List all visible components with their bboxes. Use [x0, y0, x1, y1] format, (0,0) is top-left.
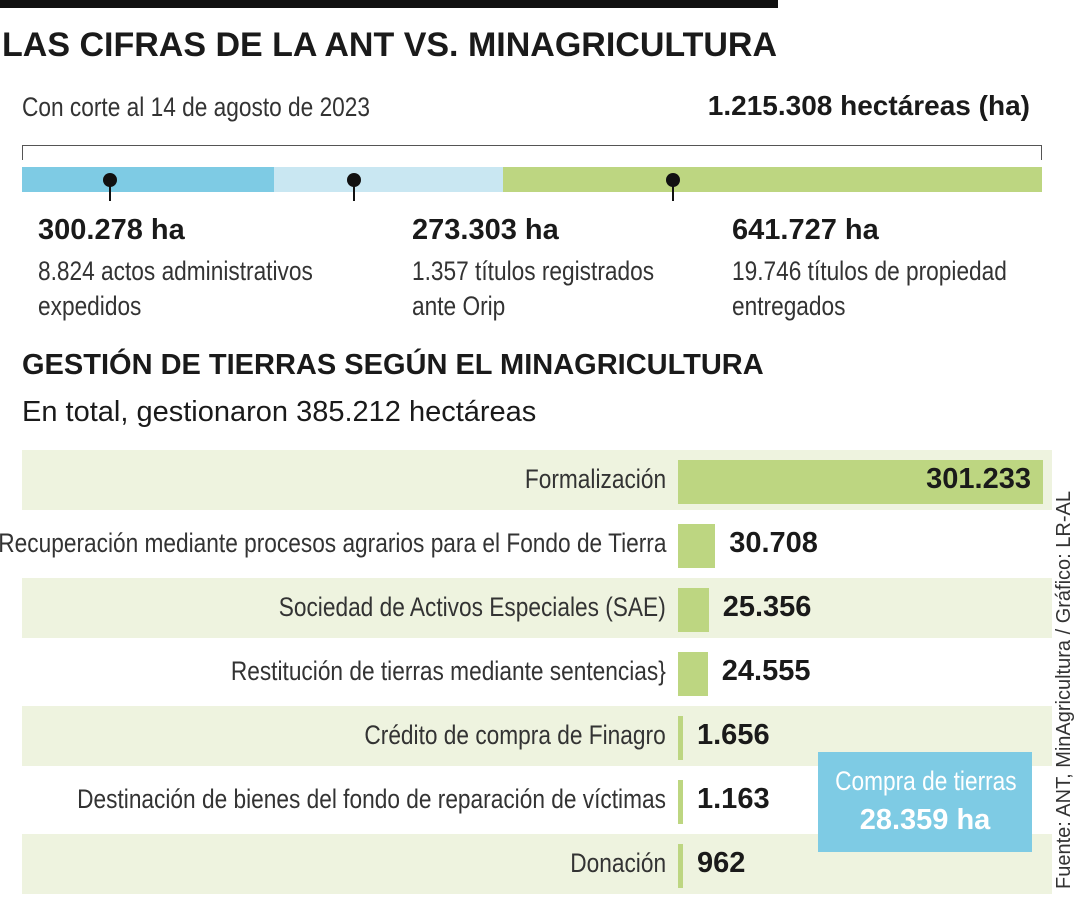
- section-title: GESTIÓN DE TIERRAS SEGÚN EL MINAGRICULTU…: [22, 349, 764, 381]
- marker-dot: [666, 173, 681, 187]
- description: 19.746 títulos de propiedad entregados: [732, 256, 1007, 321]
- bar: [678, 460, 1043, 504]
- bar: [678, 716, 683, 760]
- value-label: 273.303 ha: [412, 214, 559, 246]
- value-label: 301.233: [926, 463, 1031, 495]
- callout-title: Compra de tierras: [835, 766, 1017, 796]
- total: 1.215.308 hectáreas (ha): [707, 90, 1030, 121]
- callout-box: [818, 752, 1032, 852]
- bar-segment: [503, 167, 1042, 192]
- value-label: 25.356: [722, 591, 812, 623]
- source: Fuente: ANT, MinAgricultura / Gráfico: L…: [1053, 491, 1075, 889]
- category-label: Donación: [570, 848, 666, 878]
- subtitle: Con corte al 14 de agosto de 2023: [22, 92, 371, 122]
- bar: [678, 588, 709, 632]
- bar: [678, 524, 716, 568]
- category-label: Formalización: [524, 464, 666, 494]
- value-label: 641.727 ha: [732, 214, 879, 246]
- description: 8.824 actos administrativos expedidos: [38, 256, 313, 321]
- value-label: 24.555: [721, 655, 811, 687]
- bar-segment: [22, 167, 275, 192]
- category-label: Crédito de compra de Finagro: [364, 720, 666, 750]
- row-background: [22, 578, 1052, 638]
- value-label: 962: [697, 847, 746, 879]
- bar: [678, 844, 683, 888]
- bar-segment: [274, 167, 504, 192]
- marker-stem: [353, 179, 356, 201]
- value-label: 1.656: [697, 719, 770, 751]
- value-label: 300.278 ha: [38, 214, 185, 246]
- bar: [678, 780, 683, 824]
- category-label: Destinación de bienes del fondo de repar…: [77, 784, 666, 814]
- category-label: Restitución de tierras mediante sentenci…: [231, 656, 666, 686]
- callout-value: 28.359 ha: [859, 804, 991, 836]
- value-label: 30.708: [729, 527, 818, 559]
- category-label: Recuperación mediante procesos agrarios …: [0, 528, 666, 558]
- section-subtitle: En total, gestionaron 385.212 hectáreas: [22, 396, 537, 428]
- marker-dot: [347, 173, 362, 187]
- category-label: Sociedad de Activos Especiales (SAE): [278, 592, 666, 622]
- value-label: 1.163: [697, 783, 770, 815]
- top-rule: [0, 0, 778, 8]
- marker-stem: [109, 179, 112, 201]
- title: LAS CIFRAS DE LA ANT VS. MINAGRICULTURA: [2, 26, 778, 64]
- marker-stem: [672, 179, 675, 201]
- marker-dot: [103, 173, 118, 187]
- description: 1.357 títulos registrados ante Orip: [412, 256, 655, 321]
- bar: [678, 652, 708, 696]
- bracket: [22, 145, 1042, 160]
